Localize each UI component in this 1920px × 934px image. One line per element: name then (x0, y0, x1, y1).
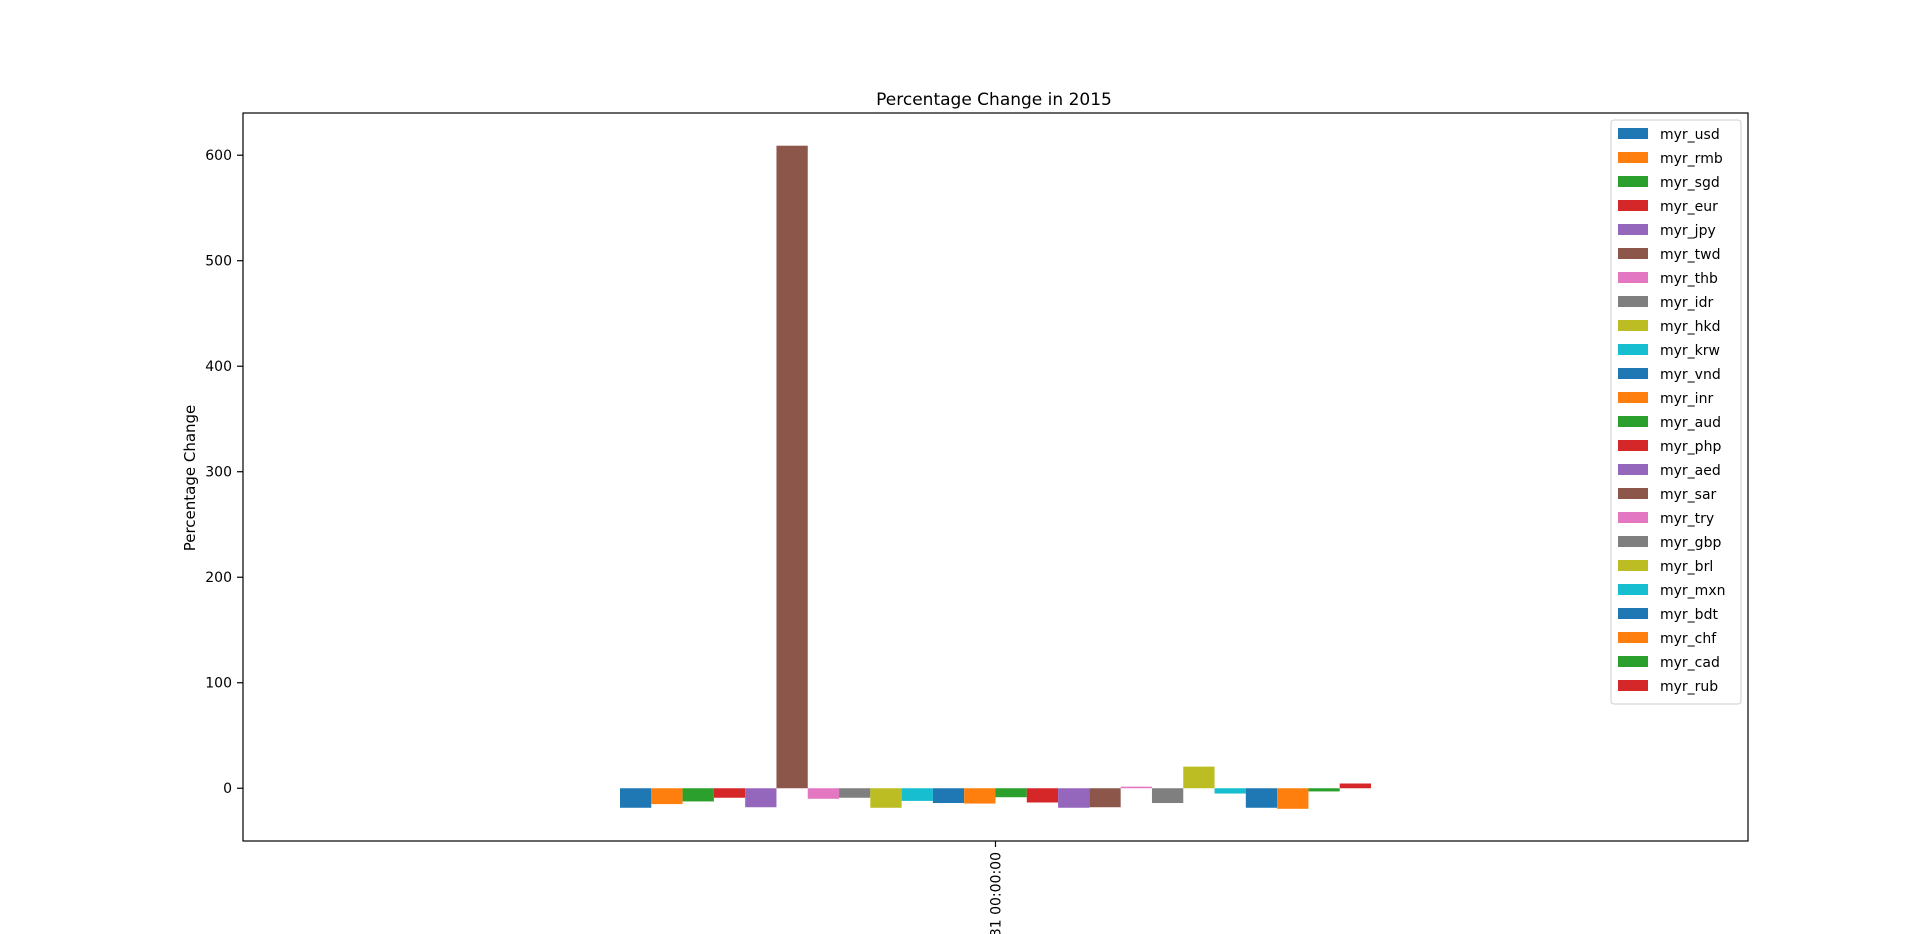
bar-myr_hkd (870, 788, 902, 808)
y-tick-label: 400 (205, 359, 232, 375)
bar-myr_try (1120, 786, 1152, 789)
y-tick-label: 0 (223, 781, 232, 797)
bar-myr_mxn (1214, 788, 1246, 794)
y-tick-label: 300 (205, 465, 232, 481)
bar-myr_php (1026, 788, 1059, 803)
legend-swatch-myr_idr (1618, 296, 1648, 307)
legend-swatch-myr_rmb (1618, 152, 1648, 163)
legend-swatch-myr_vnd (1618, 368, 1648, 379)
y-tick-label: 200 (205, 570, 232, 586)
legend-label-myr_aed: myr_aed (1660, 463, 1721, 479)
legend-swatch-myr_rub (1618, 680, 1648, 691)
bar-myr_idr (839, 788, 871, 798)
bar-myr_inr (964, 788, 996, 804)
bar-myr_gbp (1151, 788, 1184, 804)
y-tick-label: 100 (205, 676, 232, 692)
legend-swatch-myr_cad (1618, 656, 1648, 667)
x-tick-label: 31 00:00:00 (989, 852, 1005, 934)
legend-swatch-myr_chf (1618, 632, 1648, 643)
bar-myr_krw (901, 788, 933, 801)
bar-myr_cad (1308, 788, 1340, 792)
legend-label-myr_sar: myr_sar (1660, 487, 1717, 503)
bars-group (620, 145, 1371, 809)
legend-swatch-myr_jpy (1618, 224, 1648, 235)
legend-label-myr_usd: myr_usd (1660, 127, 1720, 143)
legend-label-myr_rub: myr_rub (1660, 679, 1718, 695)
bar-myr_eur (713, 788, 746, 798)
bar-myr_aed (1058, 788, 1090, 808)
y-tick-label: 600 (205, 148, 232, 164)
legend-label-myr_sgd: myr_sgd (1660, 175, 1720, 191)
legend-swatch-myr_brl (1618, 560, 1648, 571)
legend-swatch-myr_php (1618, 440, 1648, 451)
legend-swatch-myr_sar (1618, 488, 1648, 499)
bar-myr_aud (995, 788, 1027, 798)
legend-label-myr_chf: myr_chf (1660, 631, 1717, 647)
legend-swatch-myr_gbp (1618, 536, 1648, 547)
legend-swatch-myr_krw (1618, 344, 1648, 355)
bar-myr_chf (1277, 788, 1309, 809)
plot-frame (242, 112, 1749, 842)
legend-label-myr_try: myr_try (1660, 511, 1714, 527)
legend-swatch-myr_try (1618, 512, 1648, 523)
bar-myr_sar (1089, 788, 1121, 808)
legend-swatch-myr_eur (1618, 200, 1648, 211)
legend-label-myr_cad: myr_cad (1660, 655, 1720, 671)
legend-label-myr_bdt: myr_bdt (1660, 607, 1718, 623)
legend-box (1610, 119, 1742, 705)
bar-myr_rmb (651, 788, 683, 805)
y-axis-ticks: 0 100 200 300 400 500 600 (205, 148, 243, 797)
legend-label-myr_thb: myr_thb (1660, 271, 1718, 287)
legend-label-myr_krw: myr_krw (1660, 343, 1720, 359)
legend-swatch-myr_thb (1618, 272, 1648, 283)
bar-myr_bdt (1245, 788, 1278, 808)
legend-swatch-myr_sgd (1618, 176, 1648, 187)
legend-swatch-myr_hkd (1618, 320, 1648, 331)
legend-label-myr_aud: myr_aud (1660, 415, 1721, 431)
legend-label-myr_vnd: myr_vnd (1660, 367, 1721, 383)
bar-myr_twd (776, 145, 808, 789)
legend-label-myr_twd: myr_twd (1660, 247, 1721, 263)
legend-label-myr_jpy: myr_jpy (1660, 223, 1716, 239)
legend-label-myr_idr: myr_idr (1660, 295, 1713, 311)
legend-label-myr_gbp: myr_gbp (1660, 535, 1721, 551)
legend-swatch-myr_mxn (1618, 584, 1648, 595)
bar-myr_sgd (682, 788, 714, 802)
legend-swatch-myr_usd (1618, 128, 1648, 139)
legend: myr_usd myr_rmb myr_sgd myr_eur myr_jpy myr_t… (1610, 119, 1742, 705)
y-tick-label: 500 (205, 254, 232, 270)
bar-myr_thb (807, 788, 840, 799)
bar-myr_rub (1339, 783, 1371, 789)
x-axis-ticks: 31 00:00:00 (989, 841, 1005, 934)
legend-label-myr_eur: myr_eur (1660, 199, 1718, 215)
legend-label-myr_php: myr_php (1660, 439, 1721, 455)
legend-label-myr_hkd: myr_hkd (1660, 319, 1721, 335)
legend-label-myr_mxn: myr_mxn (1660, 583, 1725, 599)
legend-swatch-myr_bdt (1618, 608, 1648, 619)
y-axis-label: Percentage Change (181, 405, 199, 552)
bar-myr_brl (1183, 766, 1215, 789)
legend-swatch-myr_twd (1618, 248, 1648, 259)
bar-myr_jpy (745, 788, 777, 808)
legend-swatch-myr_aud (1618, 416, 1648, 427)
legend-label-myr_brl: myr_brl (1660, 559, 1713, 575)
legend-label-myr_inr: myr_inr (1660, 391, 1713, 407)
bar-myr_vnd (932, 788, 965, 804)
legend-label-myr_rmb: myr_rmb (1660, 151, 1723, 167)
legend-swatch-myr_aed (1618, 464, 1648, 475)
chart-title: Percentage Change in 2015 (876, 90, 1112, 110)
legend-swatch-myr_inr (1618, 392, 1648, 403)
bar-myr_usd (620, 788, 652, 808)
